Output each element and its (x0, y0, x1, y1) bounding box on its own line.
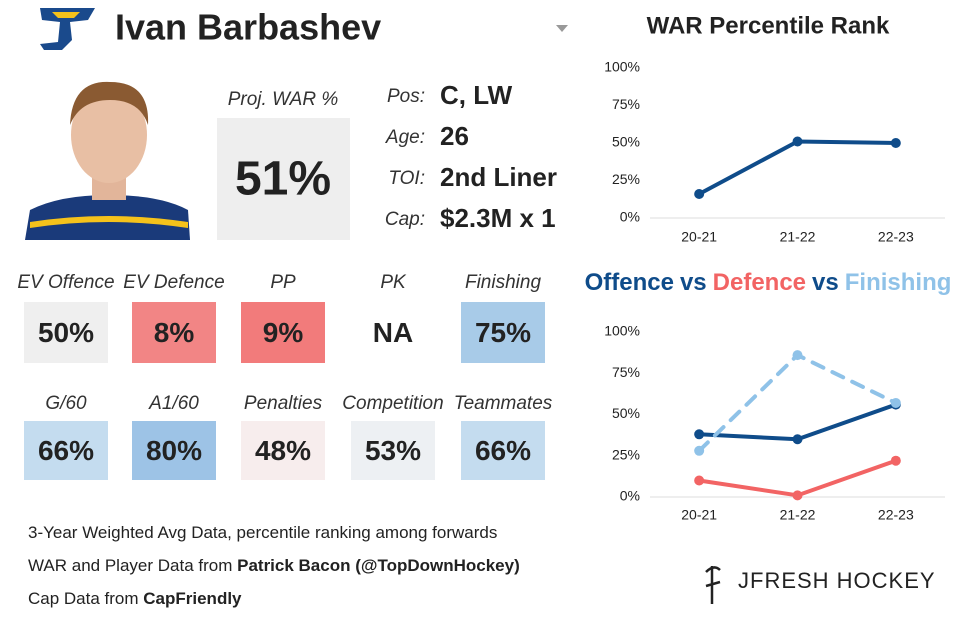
y-tick-label: 100% (604, 59, 640, 75)
tile-label: A1/60 (148, 393, 199, 414)
y-tick-label: 0% (620, 209, 640, 225)
tile-value: 8% (154, 317, 195, 348)
point (792, 490, 803, 501)
tile-box (24, 302, 108, 363)
brand: JFRESH HOCKEY (738, 568, 936, 593)
tile-label: Penalties (244, 393, 323, 414)
info-label: Pos: (387, 86, 425, 107)
x-tick-label: 21-22 (780, 229, 816, 245)
info-label: Age: (385, 127, 425, 148)
tile-value: 50% (38, 317, 94, 348)
info-label: Cap: (385, 209, 425, 230)
tile-box (241, 421, 325, 480)
tile-value: NA (373, 317, 413, 348)
tile-value: 80% (146, 435, 202, 466)
tile-box (461, 421, 545, 480)
point (890, 397, 901, 408)
team-logo (40, 8, 95, 50)
player-photo (25, 81, 190, 240)
tile-value: 9% (263, 317, 304, 348)
brand-logo (705, 566, 721, 604)
tile-box (241, 302, 325, 363)
y-tick-label: 50% (612, 134, 640, 150)
point (890, 455, 901, 466)
tile-value: 48% (255, 435, 311, 466)
note-source: Patrick Bacon (@TopDownHockey) (237, 556, 520, 575)
tile-box (461, 302, 545, 363)
tile-box (24, 421, 108, 480)
tile-box (351, 302, 435, 363)
tile-label: Finishing (465, 272, 541, 293)
x-tick-label: 20-21 (681, 507, 717, 523)
x-tick-label: 20-21 (681, 229, 717, 245)
tile-value: 53% (365, 435, 421, 466)
proj-war-value: 51% (235, 153, 331, 206)
tile-label: Teammates (454, 393, 553, 414)
point (792, 434, 803, 445)
x-tick-label: 22-23 (878, 507, 914, 523)
dropdown[interactable] (556, 25, 568, 32)
y-tick-label: 25% (612, 171, 640, 187)
note: WAR and Player Data from Patrick Bacon (… (28, 556, 520, 575)
title-separator: vs (680, 269, 707, 296)
legend-entry: Finishing (845, 269, 952, 296)
point (792, 350, 803, 361)
y-tick-label: 50% (612, 405, 640, 421)
x-tick-label: 22-23 (878, 229, 914, 245)
chart-title: WAR Percentile Rank (647, 12, 890, 39)
tile-label: EV Offence (17, 272, 114, 293)
y-tick-label: 75% (612, 96, 640, 112)
note-text: 3-Year Weighted Avg Data, percentile ran… (28, 523, 497, 542)
info-value: 26 (440, 121, 469, 151)
line (697, 402, 898, 442)
legend-entry: Offence (585, 269, 674, 296)
point (792, 136, 803, 147)
tile-label: G/60 (45, 393, 87, 414)
note-text: WAR and Player Data from (28, 556, 237, 575)
x-tick-label: 21-22 (780, 507, 816, 523)
tile-box (132, 302, 216, 363)
point (694, 189, 705, 199)
y-tick-label: 0% (620, 488, 640, 504)
point (694, 445, 705, 456)
proj-war-label: Proj. WAR % (228, 89, 339, 110)
point (890, 138, 901, 148)
tile-value: 66% (475, 435, 531, 466)
tile-box (132, 421, 216, 480)
tile-label: Competition (342, 393, 443, 414)
info-value: 2nd Liner (440, 162, 557, 192)
title-separator: vs (812, 269, 839, 296)
y-tick-label: 75% (612, 364, 640, 380)
tile-label: PP (270, 272, 296, 293)
tile-box (351, 421, 435, 480)
info-value: C, LW (440, 80, 513, 110)
note: Cap Data from CapFriendly (28, 589, 242, 608)
y-tick-label: 100% (604, 323, 640, 339)
proj-war-box (217, 118, 350, 240)
note: 3-Year Weighted Avg Data, percentile ran… (28, 523, 497, 542)
y-tick-label: 25% (612, 446, 640, 462)
player-name: Ivan Barbashev (115, 7, 381, 48)
note-text: Cap Data from (28, 589, 143, 608)
tile-label: EV Defence (123, 272, 224, 293)
line (697, 139, 898, 196)
point (694, 429, 705, 440)
point (694, 475, 705, 486)
tile-value: 75% (475, 317, 531, 348)
note-source: CapFriendly (143, 589, 242, 608)
legend-entry: Defence (713, 269, 806, 296)
info-label: TOI: (388, 168, 425, 189)
tile-value: 66% (38, 435, 94, 466)
chart-title: Offence vs Defence vs Finishing (585, 269, 952, 296)
tile-label: PK (380, 272, 407, 293)
info-value: $2.3M x 1 (440, 203, 556, 233)
line (697, 458, 898, 498)
